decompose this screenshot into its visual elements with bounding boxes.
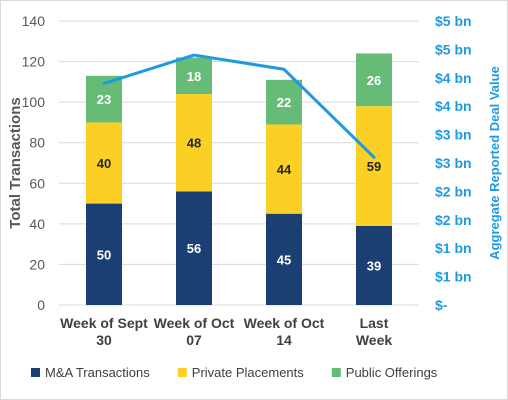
- legend-swatch: [31, 368, 40, 377]
- bar-segment: [176, 191, 212, 305]
- category-label: 30: [96, 332, 112, 348]
- bar-segment: [86, 203, 122, 305]
- bars: [86, 53, 392, 305]
- bar-segment: [266, 124, 302, 214]
- y2-tick-label: $3 bn: [435, 155, 472, 171]
- category-label: 07: [186, 332, 202, 348]
- y-tick-label: 40: [29, 216, 45, 232]
- y2-tick-label: $4 bn: [435, 98, 472, 114]
- axes: 0 20 40 60 80 100 120 140 $- $1 bn $1 bn $2 bn $2 bn…: [7, 13, 502, 348]
- bar-segment: [176, 94, 212, 192]
- data-label: 44: [277, 162, 292, 177]
- data-label: 50: [97, 247, 111, 262]
- data-label: 40: [97, 156, 111, 171]
- y2-tick-label: $1 bn: [435, 269, 472, 285]
- category-label: Week of Oct: [154, 315, 235, 331]
- y-tick-label: 120: [22, 54, 46, 70]
- y-tick-label: 0: [37, 297, 45, 313]
- bar-segment: [266, 79, 302, 125]
- y-axis-title: Total Transactions: [7, 97, 24, 228]
- data-label: 23: [97, 92, 111, 107]
- data-label: 18: [187, 69, 201, 84]
- y2-tick-label: $4 bn: [435, 70, 472, 86]
- y-tick-label: 60: [29, 175, 45, 191]
- y2-tick-label: $5 bn: [435, 41, 472, 57]
- bar-segment: [86, 122, 122, 204]
- y2-tick-label: $2 bn: [435, 183, 472, 199]
- legend-swatch: [177, 368, 187, 377]
- data-label: 22: [277, 95, 291, 110]
- deal-value-line-path: [102, 53, 376, 159]
- y-tick-label: 140: [22, 13, 46, 29]
- legend-swatch: [331, 368, 341, 377]
- legend: M&A Transactions Private Placements Public…: [31, 365, 438, 380]
- category-label: 14: [276, 332, 292, 348]
- bar-segment: [176, 57, 212, 95]
- bar-segment: [356, 225, 392, 305]
- bar-segment: [356, 53, 392, 107]
- data-label: 39: [367, 258, 381, 273]
- data-label: 59: [367, 159, 381, 174]
- y2-tick-label: $5 bn: [435, 13, 472, 29]
- y-tick-label: 100: [22, 94, 46, 110]
- y2-tick-label: $3 bn: [435, 127, 472, 143]
- y2-axis-title: Aggregate Reported Deal Value: [487, 66, 502, 260]
- y-tick-label: 80: [29, 135, 45, 151]
- data-label: 45: [277, 252, 291, 267]
- deal-value-line: [102, 53, 376, 159]
- category-label: Week of Sept: [60, 315, 148, 331]
- category-label: Last: [360, 315, 389, 331]
- y2-tick-label: $-: [435, 297, 448, 313]
- data-label: 26: [367, 73, 381, 88]
- category-label: Week of Oct: [244, 315, 325, 331]
- data-label: 56: [187, 241, 201, 256]
- legend-label: Public Offerings: [346, 365, 438, 380]
- data-label: 48: [187, 136, 201, 151]
- legend-label: M&A Transactions: [45, 365, 150, 380]
- data-labels: 50 40 23 56 48 18 45 44 22 39 59 26: [97, 69, 381, 274]
- bar-segment: [266, 213, 302, 305]
- bar-segment: [356, 106, 392, 226]
- y2-tick-label: $1 bn: [435, 240, 472, 256]
- y-tick-label: 20: [29, 256, 45, 272]
- category-label: Week: [356, 332, 393, 348]
- legend-label: Private Placements: [192, 365, 304, 380]
- y2-tick-label: $2 bn: [435, 212, 472, 228]
